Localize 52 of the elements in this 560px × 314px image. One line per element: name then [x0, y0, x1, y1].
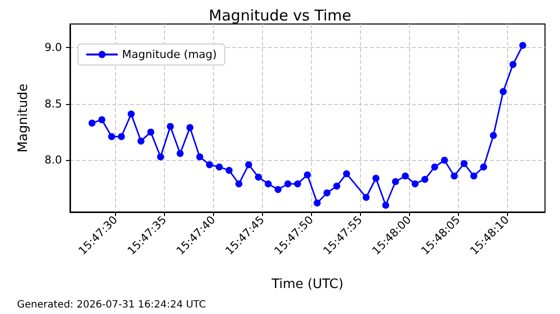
point: [196, 153, 204, 160]
point: [450, 172, 458, 180]
point: [226, 166, 233, 174]
point: [480, 163, 488, 170]
point: [333, 182, 340, 190]
point: [186, 124, 194, 132]
point: [147, 128, 154, 136]
point: [166, 122, 174, 130]
point: [402, 172, 409, 180]
point: [284, 180, 292, 188]
point: [519, 42, 526, 49]
point: [343, 170, 350, 178]
point: [118, 133, 125, 140]
y-tick-label: 8.5: [44, 97, 62, 110]
point: [128, 110, 135, 118]
point: [304, 171, 311, 178]
chart-title: Magnitude vs Time: [208, 6, 352, 24]
point: [421, 176, 428, 183]
y-axis-title: Magnitude: [16, 84, 31, 152]
point: [137, 138, 144, 145]
point: [274, 186, 282, 193]
point: [323, 189, 330, 196]
point: [412, 180, 419, 188]
point: [294, 180, 302, 188]
point: [392, 178, 399, 186]
point: [88, 120, 96, 127]
point: [264, 180, 272, 188]
point: [460, 160, 468, 168]
point: [362, 194, 370, 201]
point: [314, 199, 321, 206]
point: [500, 88, 507, 96]
point: [382, 202, 390, 209]
point: [431, 163, 438, 170]
point: [440, 156, 448, 164]
text: Generated: 2026-07-31 16:24:24 UTC: [17, 300, 206, 310]
point: [108, 133, 116, 140]
point: [254, 174, 262, 181]
point: [470, 172, 478, 180]
legend-label: Magnitude (mag): [122, 48, 217, 61]
point: [509, 61, 516, 68]
point: [157, 153, 164, 160]
point: [245, 161, 252, 168]
y-tick-label: 9.0: [44, 41, 62, 54]
point: [206, 161, 213, 168]
point: [372, 174, 380, 182]
point: [176, 150, 184, 157]
point: [235, 180, 242, 188]
point: [216, 163, 223, 170]
point: [490, 132, 497, 139]
point: [98, 116, 106, 124]
x-axis-title: Time (UTC): [270, 277, 344, 292]
y-tick-label: 8.0: [44, 154, 62, 167]
